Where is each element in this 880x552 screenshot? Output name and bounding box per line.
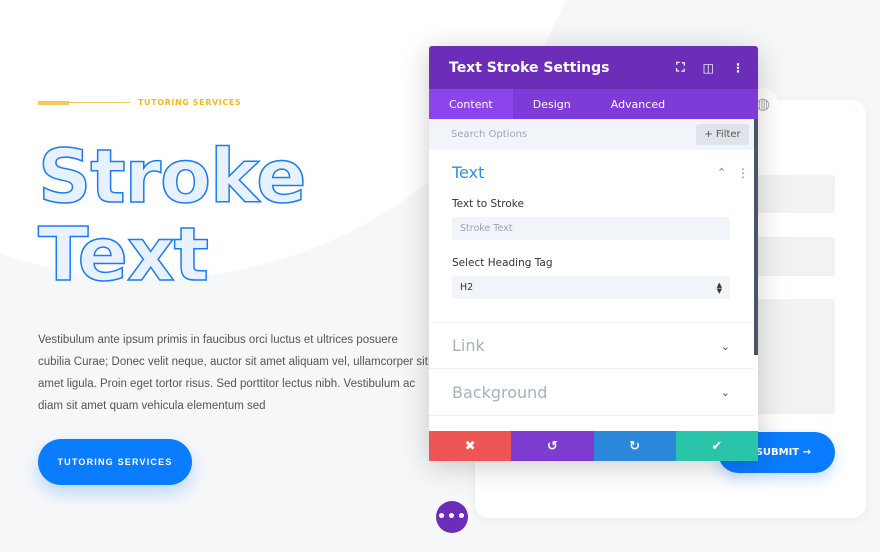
eyebrow-bar — [38, 101, 69, 105]
select-arrows-icon: ▲ ▼ — [716, 280, 722, 295]
split-view-icon[interactable]: ◫ — [702, 60, 714, 75]
settings-modal: Text Stroke Settings ⛶ ◫ ⋮ Content Desig… — [429, 46, 758, 461]
chevron-up-icon[interactable]: ⌃ — [717, 166, 727, 179]
divider — [429, 415, 754, 416]
heading-tag-value: H2 — [460, 282, 474, 293]
tutoring-services-button[interactable]: TUTORING SERVICES — [38, 439, 192, 485]
tab-advanced[interactable]: Advanced — [610, 97, 666, 111]
hero-paragraph: Vestibulum ante ipsum primis in faucibus… — [38, 334, 428, 412]
section-link-title[interactable]: Link — [452, 336, 485, 355]
divider — [429, 322, 754, 323]
tab-content[interactable]: Content — [429, 89, 513, 119]
eyebrow-line — [69, 102, 130, 103]
section-background-title[interactable]: Background — [452, 383, 548, 402]
more-dots-button[interactable]: ••• — [436, 501, 468, 533]
stroke-headline: Stroke Text — [37, 134, 307, 298]
chevron-down-icon[interactable]: ⌄ — [720, 386, 730, 399]
headline-line-1: Stroke — [37, 134, 307, 220]
undo-button[interactable]: ↺ — [511, 431, 594, 461]
heading-tag-label: Select Heading Tag — [452, 257, 553, 269]
chevron-down-icon[interactable]: ⌄ — [720, 340, 730, 353]
search-placeholder: Search Options — [451, 129, 528, 140]
fullscreen-icon[interactable]: ⛶ — [676, 60, 685, 74]
divider — [429, 368, 754, 369]
modal-tabs: Content Design Advanced — [429, 89, 758, 119]
filter-button[interactable]: + Filter — [696, 124, 749, 145]
scrollbar[interactable] — [754, 119, 758, 355]
text-to-stroke-input[interactable]: Stroke Text — [452, 217, 730, 240]
more-options-icon[interactable]: ⋮ — [732, 60, 744, 75]
modal-footer: ✖ ↺ ↻ ✔ — [429, 431, 758, 461]
save-button[interactable]: ✔ — [675, 431, 758, 461]
section-menu-icon[interactable]: ⋮ — [737, 166, 749, 180]
modal-title: Text Stroke Settings — [449, 59, 610, 76]
headline-line-2: Text — [37, 212, 209, 298]
tab-design[interactable]: Design — [532, 97, 571, 111]
cancel-button[interactable]: ✖ — [429, 431, 512, 461]
eyebrow-text: TUTORING SERVICES — [138, 98, 242, 107]
search-options-input[interactable]: Search Options + Filter — [429, 119, 758, 150]
modal-header: Text Stroke Settings ⛶ ◫ ⋮ — [429, 46, 758, 89]
section-text-title[interactable]: Text — [452, 163, 485, 182]
heading-tag-select[interactable]: H2 ▲ ▼ — [452, 276, 730, 299]
text-to-stroke-label: Text to Stroke — [452, 198, 524, 210]
redo-button[interactable]: ↻ — [593, 431, 676, 461]
